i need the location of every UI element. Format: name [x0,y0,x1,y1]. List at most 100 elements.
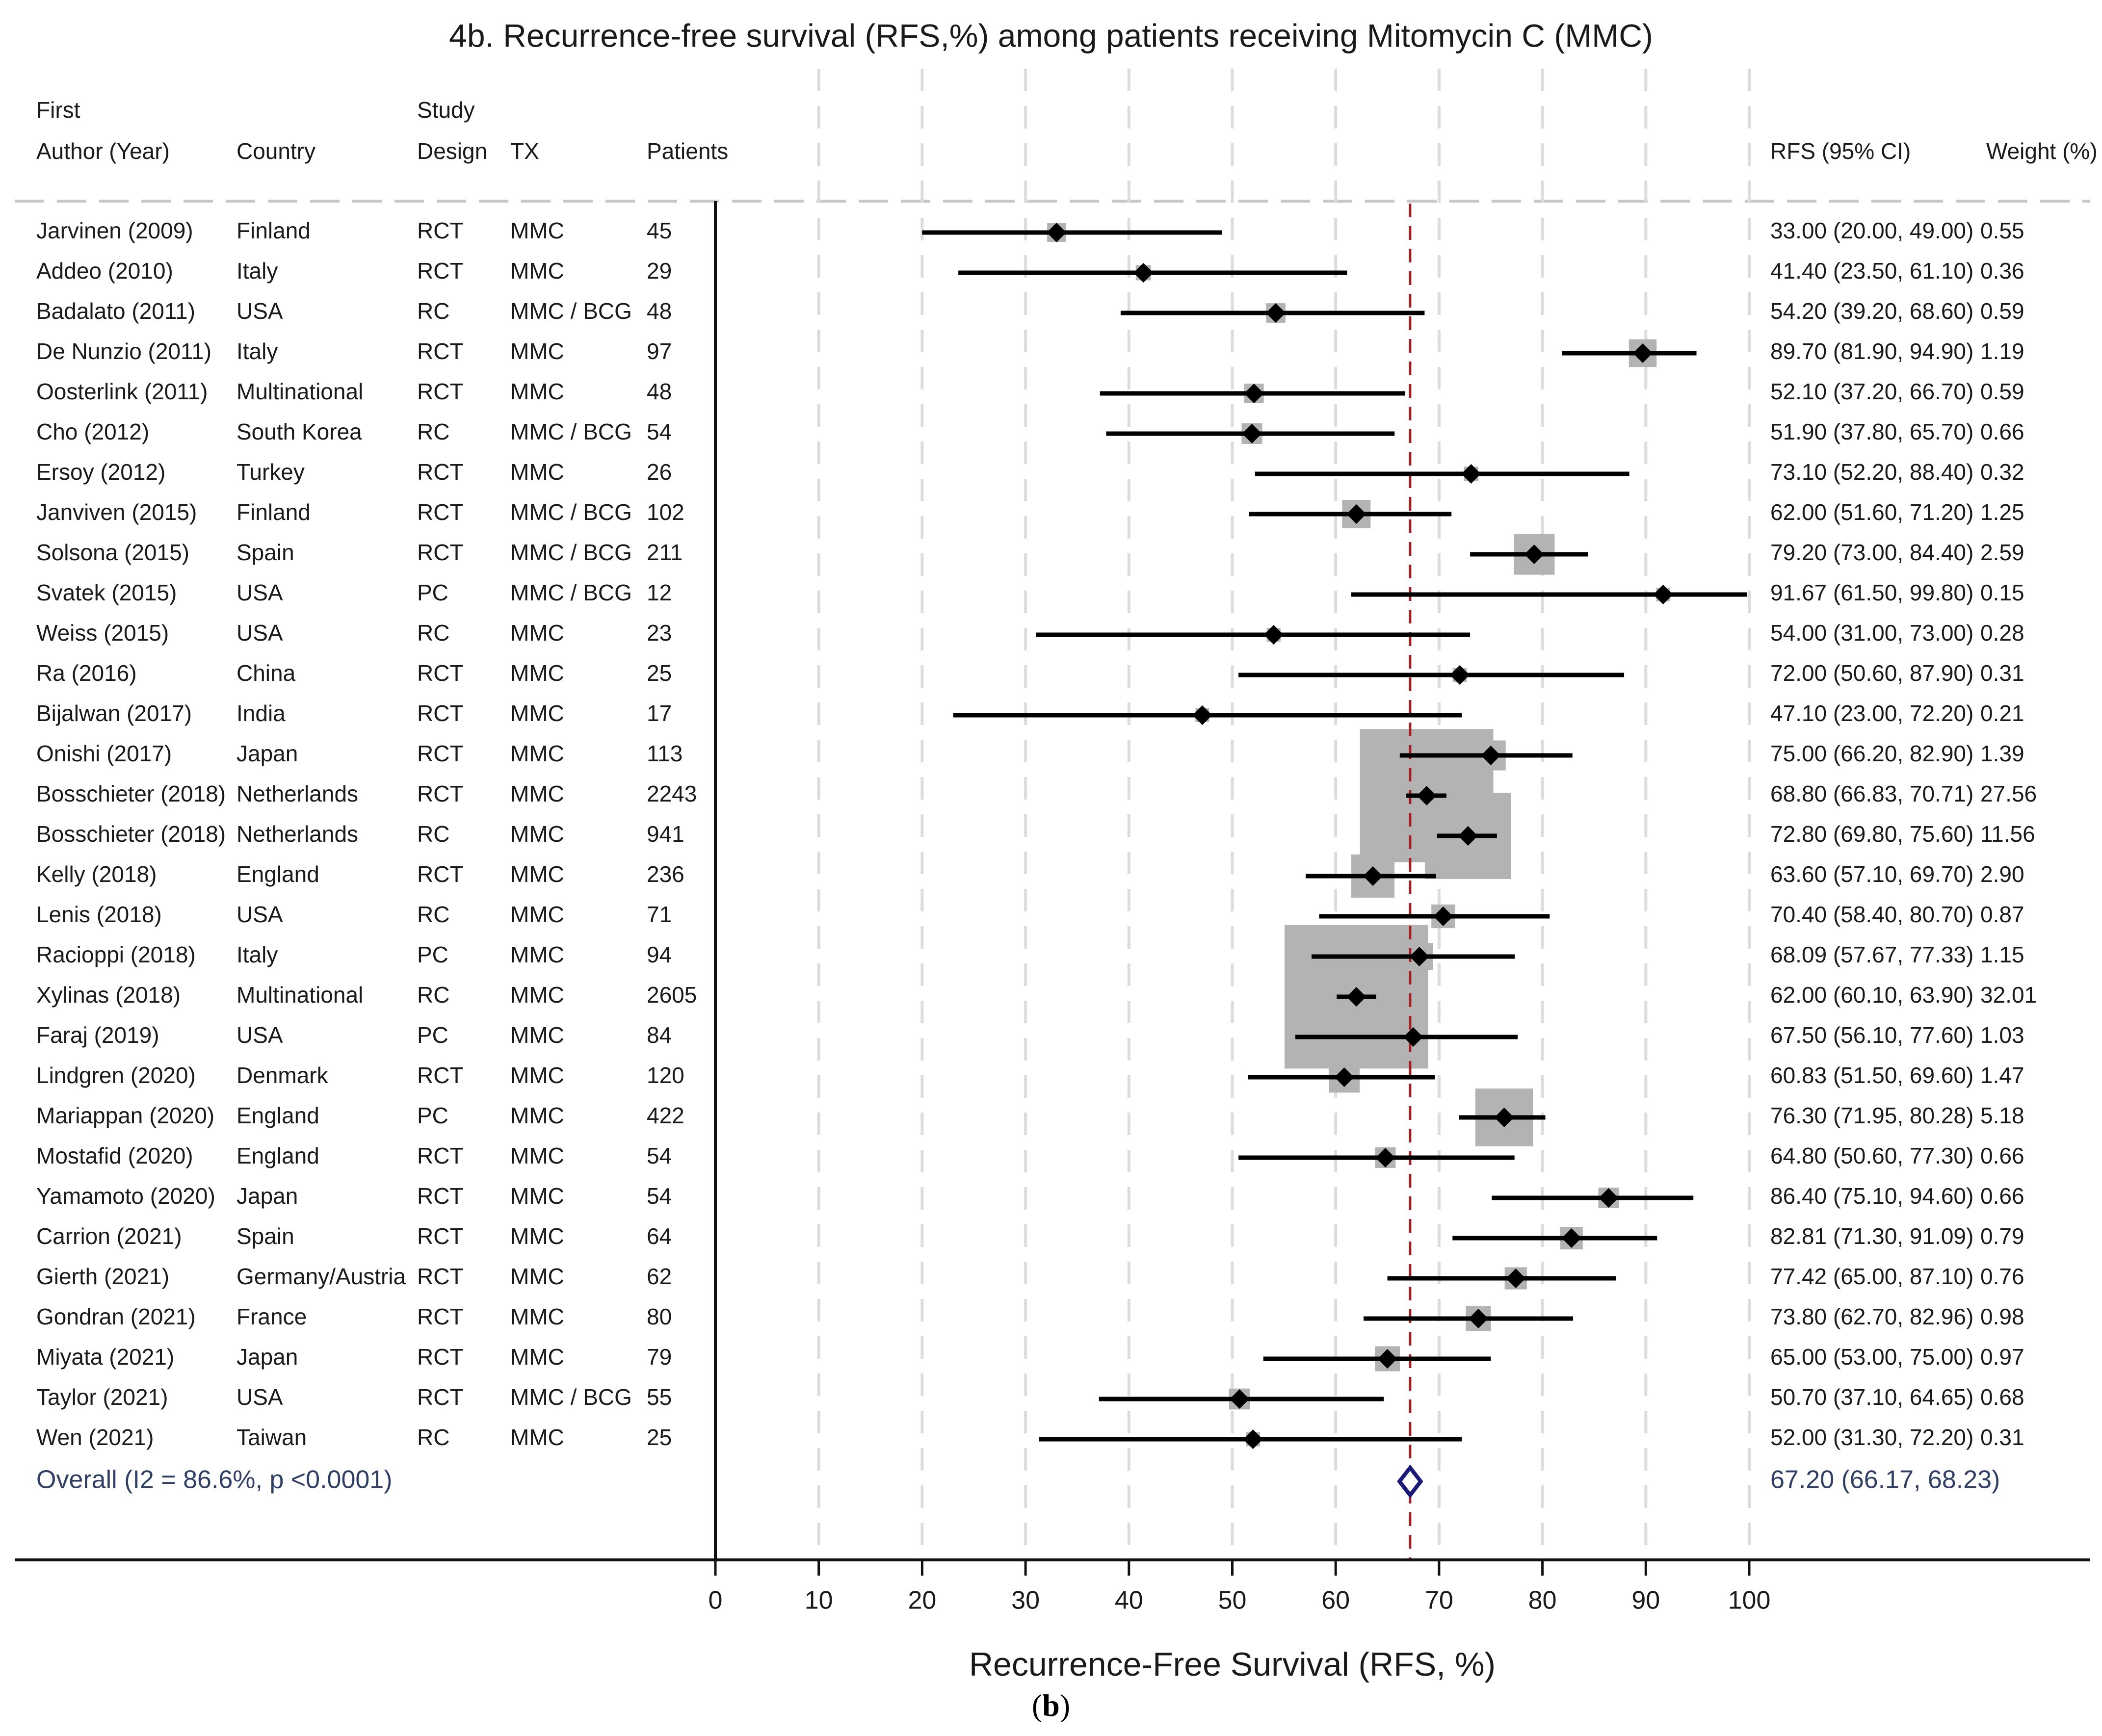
study-patients: 941 [647,821,684,847]
study-country: Finland [236,218,311,243]
study-tx: MMC [510,459,564,485]
study-patients: 48 [647,379,672,404]
study-country: Denmark [236,1062,329,1088]
study-weight: 0.66 [1980,1183,2024,1209]
study-rfs-ci: 70.40 (58.40, 80.70) [1770,902,1973,927]
study-weight: 0.31 [1980,660,2024,686]
study-country: China [236,660,296,686]
x-tick-label: 90 [1631,1586,1660,1615]
point-estimate-marker [1244,384,1264,403]
study-patients: 54 [647,1143,672,1168]
study-author: Carrion (2021) [36,1223,182,1249]
study-row [1492,1188,1694,1208]
study-design: RCT [417,1062,464,1088]
study-rfs-ci: 89.70 (81.90, 94.90) [1770,338,1973,364]
study-weight: 5.18 [1980,1103,2024,1128]
study-author: Racioppi (2018) [36,942,196,967]
study-weight: 0.97 [1980,1344,2024,1370]
point-estimate-marker [1450,665,1470,685]
study-design: RCT [417,1143,464,1168]
study-author: Lindgren (2020) [36,1062,196,1088]
study-tx: MMC [510,741,564,766]
study-author: Badalato (2011) [36,298,195,324]
study-design: RCT [417,1384,464,1410]
study-weight: 0.36 [1980,258,2024,284]
study-author: Miyata (2021) [36,1344,174,1370]
header-weight: Weight (%) [1986,138,2098,164]
study-row [1238,1148,1515,1167]
x-tick-label: 70 [1425,1586,1453,1615]
study-author: Mostafid (2020) [36,1143,193,1168]
study-rfs-ci: 73.10 (52.20, 88.40) [1770,459,1973,485]
study-design: RCT [417,1183,464,1209]
point-estimate-marker [1265,303,1286,323]
study-design: RCT [417,1344,464,1370]
study-patients: 54 [647,1183,672,1209]
study-row [1452,1228,1657,1248]
study-country: Italy [236,338,278,364]
study-row [1106,424,1395,443]
study-weight: 0.66 [1980,1143,2024,1168]
study-tx: MMC [510,1304,564,1329]
study-tx: MMC [510,781,564,806]
study-country: Italy [236,942,278,967]
study-weight: 0.98 [1980,1304,2024,1329]
point-estimate-marker [1433,907,1453,926]
study-patients: 45 [647,218,672,243]
point-estimate-marker [1561,1228,1581,1248]
study-design: RC [417,419,449,444]
study-country: Multinational [236,379,363,404]
study-design: PC [417,942,448,967]
study-weight: 0.15 [1980,580,2024,605]
study-row [1249,504,1452,524]
study-rfs-ci: 51.90 (37.80, 65.70) [1770,419,1973,444]
study-tx: MMC / BCG [510,419,632,444]
point-estimate-marker [1375,1148,1395,1167]
point-estimate-marker [1632,343,1653,363]
study-design: RCT [417,258,464,284]
study-rfs-ci: 72.00 (50.60, 87.90) [1770,660,1973,686]
study-rfs-ci: 75.00 (66.20, 82.90) [1770,741,1973,766]
point-estimate-marker [1192,705,1212,725]
figure-caption: (b) [1031,1688,1071,1723]
study-rfs-ci: 54.20 (39.20, 68.60) [1770,298,1973,324]
study-weight: 11.56 [1980,821,2035,847]
study-tx: MMC [510,1062,564,1088]
study-tx: MMC [510,379,564,404]
x-tick-label: 10 [805,1586,833,1615]
study-patients: 71 [647,902,672,927]
study-country: Netherlands [236,821,358,847]
study-country: Japan [236,741,298,766]
study-design: PC [417,580,448,605]
study-author: Ra (2016) [36,660,137,686]
study-tx: MMC [510,861,564,887]
study-design: RC [417,902,449,927]
study-tx: MMC [510,942,564,967]
study-patients: 80 [647,1304,672,1329]
study-rfs-ci: 65.00 (53.00, 75.00) [1770,1344,1973,1370]
point-estimate-marker [1461,464,1481,484]
study-row [922,223,1222,242]
point-estimate-marker [1481,746,1501,765]
study-author: Kelly (2018) [36,861,157,887]
study-author: Addeo (2010) [36,258,173,284]
point-estimate-marker [1494,1108,1514,1127]
study-rfs-ci: 60.83 (51.50, 69.60) [1770,1062,1973,1088]
study-country: Spain [236,540,294,565]
study-weight: 1.15 [1980,942,2024,967]
study-design: RCT [417,1304,464,1329]
study-design: RCT [417,700,464,726]
study-design: RCT [417,338,464,364]
study-design: RCT [417,861,464,887]
point-estimate-marker [1599,1188,1619,1208]
study-design: RC [417,821,449,847]
study-rfs-ci: 52.10 (37.20, 66.70) [1770,379,1973,404]
study-patients: 12 [647,580,672,605]
study-row [1312,947,1515,966]
study-design: RC [417,1425,449,1450]
study-country: USA [236,580,283,605]
study-tx: MMC [510,620,564,646]
study-row [1364,1309,1573,1328]
study-rfs-ci: 72.80 (69.80, 75.60) [1770,821,1973,847]
